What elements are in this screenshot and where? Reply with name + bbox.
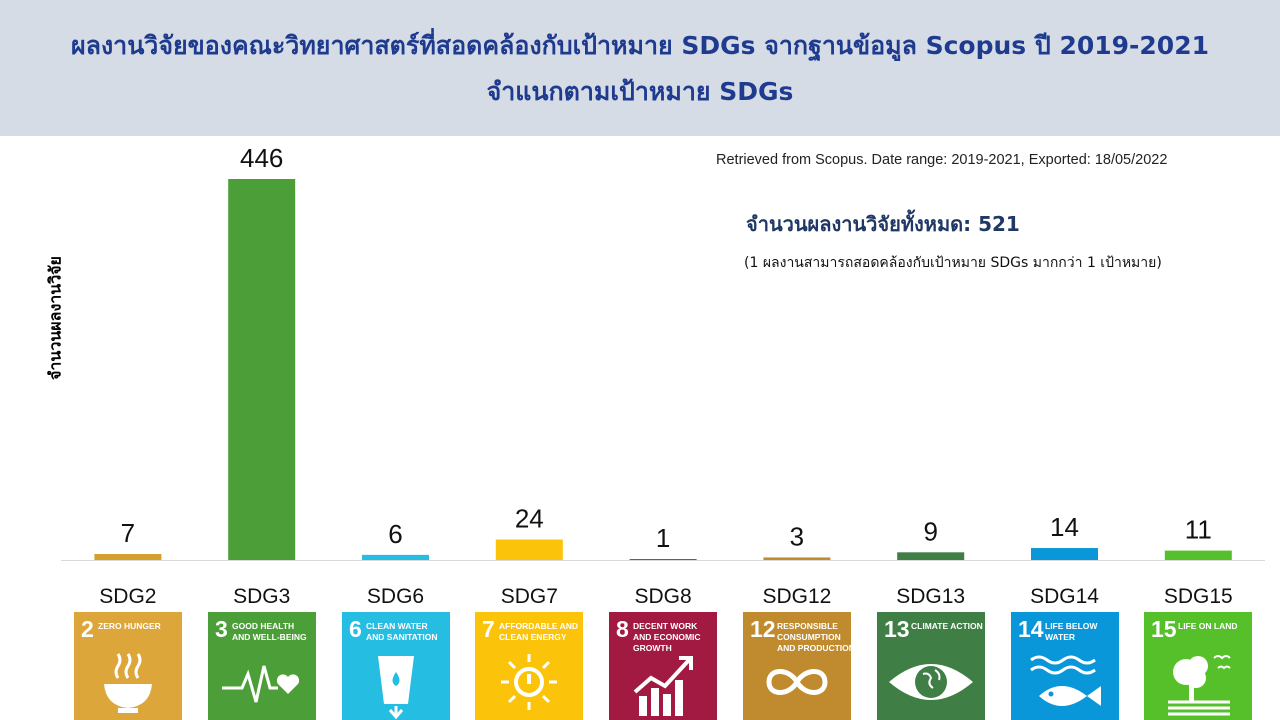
infinity-icon [766, 669, 828, 695]
bar-sdg2 [94, 554, 162, 560]
sdg-tile-number: 6 [349, 616, 362, 642]
sdg-tile-text: Life on land [1178, 621, 1238, 631]
sdg-tile-text: Clean water and sanitation [366, 621, 438, 642]
bar-sdg3 [228, 179, 296, 560]
bar-sdg15 [1164, 550, 1232, 560]
total-publications: จำนวนผลงานวิจัยทั้งหมด: 521 [746, 212, 1020, 236]
sdg-tile-number: 3 [215, 616, 228, 642]
sdg-tile-number: 8 [616, 616, 629, 642]
bar-sdg7 [495, 539, 563, 560]
data-label-sdg14: 14 [1050, 512, 1079, 542]
heartbeat-icon [222, 665, 300, 703]
bowl-icon [104, 653, 152, 713]
data-label-sdg2: 7 [121, 518, 135, 548]
sdg-tile-text: Zero hunger [98, 621, 161, 631]
sdg-icon-strip: 2 Zero hunger 3 Good health and well-being… [0, 612, 1280, 720]
data-label-sdg13: 9 [923, 516, 937, 546]
sdg-tile-number: 12 [750, 616, 776, 642]
sdg-tile-6: 6 Clean water and sanitation [342, 612, 450, 720]
category-label-sdg7: SDG7 [501, 585, 558, 608]
chart-title-line-1: ผลงานวิจัยของคณะวิทยาศาสตร์ที่สอดคล้องกั… [71, 31, 1209, 60]
data-label-sdg6: 6 [388, 519, 402, 549]
sdg-tile-text: Life below water [1045, 621, 1098, 642]
sdg-tile-text: Good health and well-being [232, 621, 307, 642]
category-label-sdg12: SDG12 [762, 585, 831, 608]
source-note: Retrieved from Scopus. Date range: 2019-… [716, 152, 1168, 168]
sdg-tile-12: 12 Responsible consumption and production [743, 612, 851, 720]
data-label-sdg7: 24 [515, 503, 544, 533]
header-banner: ผลงานวิจัยของคณะวิทยาศาสตร์ที่สอดคล้องกั… [0, 0, 1280, 136]
bar-sdg6 [362, 554, 429, 560]
bar-sdg13 [897, 552, 965, 560]
fish-icon [1030, 655, 1101, 706]
sdg-tile-13: 13 Climate action [877, 612, 985, 720]
sdg-tile-8: 8 Decent work and economic growth [609, 612, 717, 720]
sdg-tile-text: Climate action [911, 621, 983, 631]
growth-chart-icon [633, 656, 693, 716]
category-label-sdg3: SDG3 [233, 585, 290, 608]
bar-chart: 7 SDG2 446 SDG3 6 SDG6 24 SDG7 1 SDG8 3 SDG12 9 SDG13… [61, 143, 1265, 608]
bar-sdg8 [629, 559, 697, 560]
sdg-tile-number: 7 [482, 616, 495, 642]
category-label-sdg13: SDG13 [896, 585, 965, 608]
sdg-tile-2: 2 Zero hunger [74, 612, 182, 720]
bar-sdg12 [763, 557, 831, 560]
category-label-sdg15: SDG15 [1164, 585, 1233, 608]
sdg-tile-number: 13 [884, 616, 910, 642]
category-label-sdg8: SDG8 [635, 585, 692, 608]
data-label-sdg8: 1 [656, 523, 670, 553]
sdg-tile-text: Responsible consumption and production [777, 621, 851, 653]
sdg-tile-number: 2 [81, 616, 94, 642]
sdg-tile-number: 14 [1018, 616, 1044, 642]
sdg-tile-text: Decent work and economic growth [633, 621, 701, 653]
sdg-tile-14: 14 Life below water [1011, 612, 1119, 720]
category-label-sdg6: SDG6 [367, 585, 424, 608]
sdg-tile-7: 7 Affordable and clean energy [475, 612, 583, 720]
total-publications-note: (1 ผลงานสามารถสอดคล้องกับเป้าหมาย SDGs ม… [744, 255, 1162, 271]
chart-title-line-2: จำแนกตามเป้าหมาย SDGs [486, 77, 794, 106]
sun-power-icon [501, 654, 557, 710]
bar-sdg14 [1031, 548, 1098, 560]
category-label-sdg14: SDG14 [1030, 585, 1099, 608]
water-glass-icon [378, 656, 414, 720]
sdg-tile-15: 15 Life on land [1144, 612, 1252, 720]
data-label-sdg15: 11 [1185, 515, 1212, 545]
data-label-sdg3: 446 [240, 143, 283, 173]
sdg-tile-number: 15 [1151, 616, 1177, 642]
data-label-sdg12: 3 [790, 521, 804, 551]
tree-birds-icon [1168, 655, 1231, 716]
sdg-tile-3: 3 Good health and well-being [208, 612, 316, 720]
category-label-sdg2: SDG2 [99, 585, 156, 608]
sdg-tile-text: Affordable and clean energy [499, 621, 579, 642]
eye-globe-icon [889, 664, 973, 700]
